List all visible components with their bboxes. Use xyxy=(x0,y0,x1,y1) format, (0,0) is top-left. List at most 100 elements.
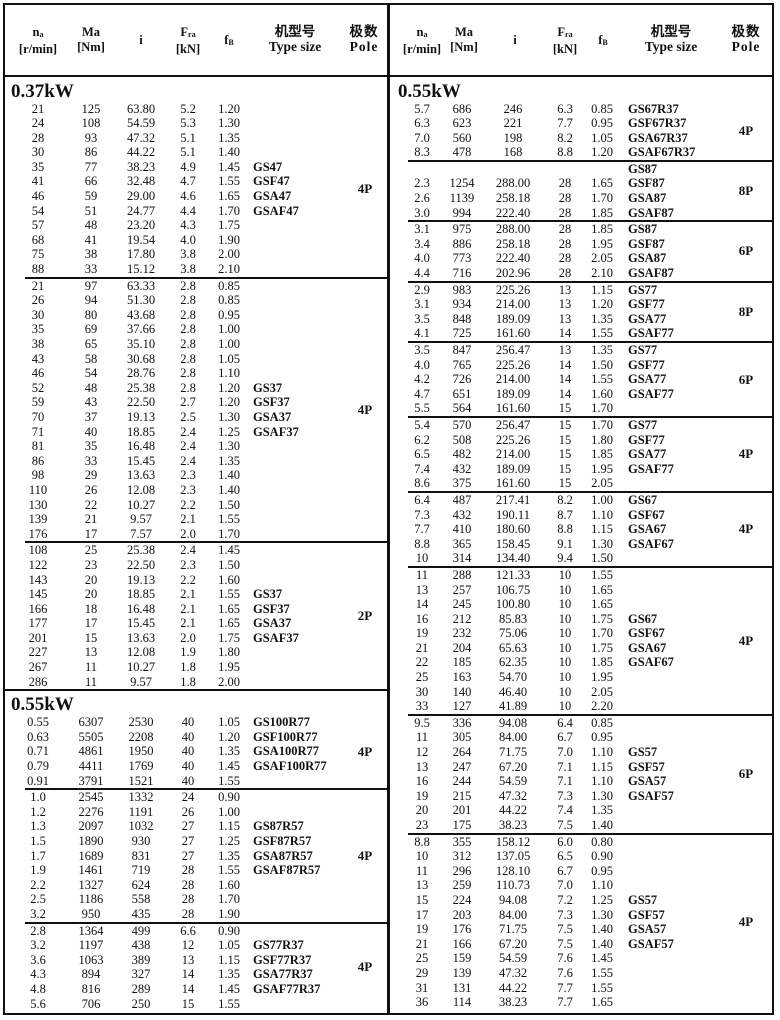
table-row: 3.5 847 256.47 13 1.35 xyxy=(408,343,774,358)
cell-ma: 11 xyxy=(84,660,98,675)
cell-na: 6.3 xyxy=(414,116,430,131)
cell-i: 47.32 xyxy=(498,965,528,980)
cell-i: 65.63 xyxy=(498,640,528,655)
pole-label: 4P xyxy=(357,181,373,197)
table-row: 201 15 13.63 2.0 1.75 xyxy=(25,631,387,646)
cell-na: 25 xyxy=(415,951,429,966)
cell-ma: 247 xyxy=(452,759,472,774)
cell-na: 75 xyxy=(31,247,45,262)
cell-ma: 38 xyxy=(84,247,98,262)
cell-fb: 2.00 xyxy=(218,674,240,689)
cell-na: 3.1 xyxy=(414,297,430,312)
cell-i: 38.23 xyxy=(126,159,156,174)
cell-fb: 1.20 xyxy=(591,145,613,160)
cell-fra: 3.8 xyxy=(180,247,196,262)
type-size-label: GSA77R37 xyxy=(253,967,313,982)
cell-na: 2.8 xyxy=(30,923,46,938)
table-row: 22 185 62.35 10 1.85 xyxy=(408,655,774,670)
type-size-list: GS37 GSF37 GSA37 GSAF37 xyxy=(253,587,299,645)
cell-fb: 1.50 xyxy=(591,551,613,566)
cell-na: 28 xyxy=(31,130,45,145)
type-size-label: GSA77 xyxy=(628,311,667,326)
cell-na: 227 xyxy=(28,645,48,660)
cell-na: 6.2 xyxy=(414,432,430,447)
header-i: i xyxy=(513,33,517,47)
cell-fb: 1.15 xyxy=(218,819,240,834)
cell-na: 4.0 xyxy=(414,251,430,266)
cell-fb: 1.40 xyxy=(218,482,240,497)
cell-na: 54 xyxy=(31,203,45,218)
cell-fra: 7.0 xyxy=(557,878,573,893)
cell-fra: 7.5 xyxy=(557,922,573,937)
cell-na: 143 xyxy=(28,572,48,587)
cell-fra: 28 xyxy=(558,205,572,220)
cell-fb: 1.70 xyxy=(591,191,613,206)
cell-na: 3.5 xyxy=(414,343,430,357)
cell-ma: 40 xyxy=(84,424,98,439)
table-row: 5.6 706 250 15 1.55 xyxy=(25,997,387,1012)
cell-fb: 1.05 xyxy=(218,351,240,366)
cell-i: 47.32 xyxy=(126,130,156,145)
type-size-label: GSAF87 xyxy=(628,205,674,220)
type-size-label: GSF77R37 xyxy=(253,952,312,967)
table-row: 2.5 1186 558 28 1.70 xyxy=(25,892,387,907)
cell-fra: 2.4 xyxy=(180,453,196,468)
cell-fra: 2.8 xyxy=(180,366,196,381)
cell-i: 161.60 xyxy=(495,401,531,416)
cell-fra: 9.1 xyxy=(557,536,573,551)
table-row: 81 35 16.48 2.4 1.30 xyxy=(25,439,387,454)
cell-fra: 2.5 xyxy=(180,409,196,424)
cell-i: 1521 xyxy=(128,773,154,788)
cell-ma: 66 xyxy=(84,174,98,189)
cell-na: 1.7 xyxy=(30,848,46,863)
cell-ma: 257 xyxy=(452,582,472,597)
type-size-label: GSA87 xyxy=(628,251,667,266)
cell-ma: 686 xyxy=(452,101,472,116)
cell-fb: 1.70 xyxy=(218,203,240,218)
type-size-label: GS37 xyxy=(253,587,283,602)
cell-ma: 886 xyxy=(452,236,472,251)
type-size-label: GSAF67 xyxy=(628,655,674,670)
cell-fb: 1.95 xyxy=(591,461,613,476)
cell-ma: 48 xyxy=(84,380,98,395)
cell-na: 4.3 xyxy=(30,967,46,982)
cell-na: 31 xyxy=(415,980,429,995)
cell-ma: 432 xyxy=(452,461,472,476)
table-row: 35 69 37.66 2.8 1.00 xyxy=(25,322,387,337)
cell-fb: 1.65 xyxy=(218,616,240,631)
cell-fra: 15 xyxy=(558,417,572,432)
table-row: 8.8 365 158.45 9.1 1.30 xyxy=(408,537,774,552)
cell-i: 10.27 xyxy=(126,660,156,675)
cell-ma: 1890 xyxy=(78,834,104,848)
cell-ma: 21 xyxy=(84,512,98,527)
table-row: 38 65 35.10 2.8 1.00 xyxy=(25,337,387,352)
table-row: 0.55 6307 2530 40 1.05 xyxy=(25,715,387,730)
section-power-title: 0.55kW xyxy=(398,80,461,102)
table-row: 3.5 848 189.09 13 1.35 xyxy=(408,312,774,327)
cell-fra: 15 xyxy=(558,461,572,476)
table-row: 30 80 43.68 2.8 0.95 xyxy=(25,308,387,323)
type-size-label: GSA87R57 xyxy=(253,848,313,863)
cell-fb: 1.40 xyxy=(591,922,613,937)
cell-fb: 1.95 xyxy=(218,660,240,675)
cell-ma: 17 xyxy=(84,616,98,631)
cell-i: 217.41 xyxy=(495,492,531,507)
cell-na: 3.4 xyxy=(414,236,430,251)
cell-na: 108 xyxy=(28,543,48,558)
cell-fra: 2.1 xyxy=(180,587,196,602)
cell-na: 5.6 xyxy=(30,996,46,1011)
cell-ma: 564 xyxy=(452,401,472,416)
cell-ma: 847 xyxy=(452,343,472,357)
cell-i: 38.23 xyxy=(498,818,528,832)
table-row: 6.3 623 221 7.7 0.95 xyxy=(408,116,774,131)
cell-fra: 2.8 xyxy=(180,337,196,351)
table-row: 26 94 51.30 2.8 0.85 xyxy=(25,293,387,308)
cell-fb: 0.85 xyxy=(591,101,613,116)
table-row: 4.7 651 189.09 14 1.60 xyxy=(408,387,774,402)
cell-ma: 848 xyxy=(452,311,472,326)
cell-na: 8.6 xyxy=(414,476,430,491)
cell-ma: 20 xyxy=(84,572,98,587)
cell-ma: 765 xyxy=(452,357,472,372)
cell-ma: 204 xyxy=(452,640,472,655)
cell-ma: 706 xyxy=(81,996,101,1011)
